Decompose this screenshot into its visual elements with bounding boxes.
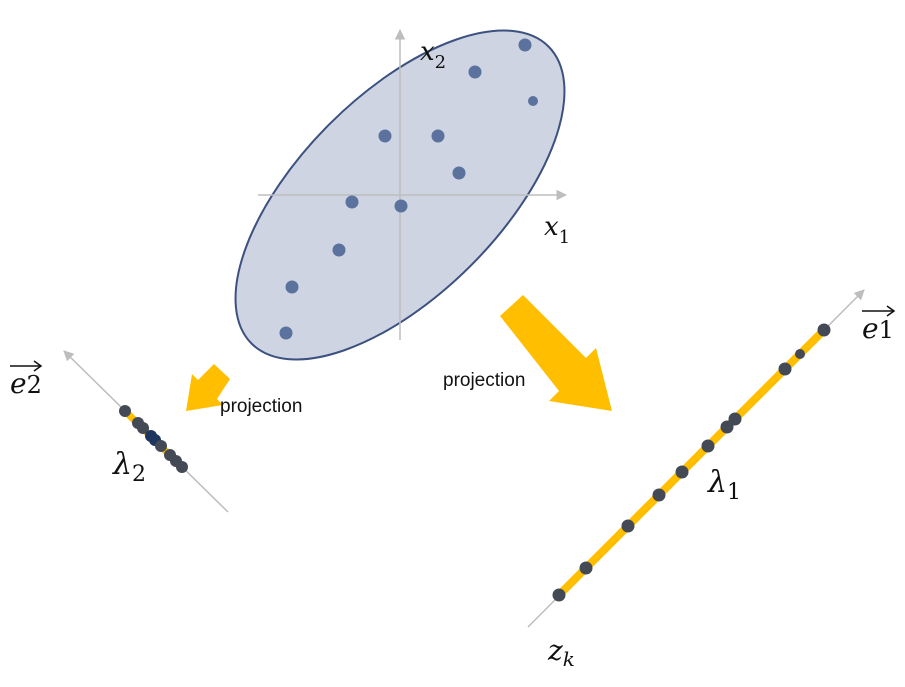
data-point <box>528 96 538 106</box>
projected-point <box>795 349 805 359</box>
lambda1-label-main: λ <box>707 465 727 500</box>
projected-point <box>137 422 149 434</box>
x1-label-sub: 1 <box>559 227 570 248</box>
x1-label-main: x <box>544 212 559 242</box>
e2-overline-arrowhead <box>33 360 43 372</box>
projected-point <box>728 412 742 426</box>
lambda2-label: λ2 <box>112 447 146 487</box>
e1-overline-arrowhead <box>886 305 896 317</box>
projected-point <box>119 405 131 417</box>
e2-label: e2 <box>10 367 42 400</box>
lambda1-label: λ1 <box>707 465 741 505</box>
e2-label-main: e <box>10 367 27 400</box>
x2-label-main: x <box>420 37 435 67</box>
zk-label: zk <box>547 634 575 671</box>
projection-label-right: projection <box>443 370 525 391</box>
x2-label: x2 <box>420 37 446 73</box>
lambda2-label-main: λ <box>112 447 132 482</box>
e1-band <box>555 326 828 599</box>
e1-projected-points <box>552 323 831 602</box>
lambda1-label-sub: 1 <box>727 480 741 505</box>
data-point <box>518 38 532 52</box>
data-point <box>431 129 445 143</box>
e1-label-main: e <box>862 312 879 345</box>
projection-arrow-right <box>500 295 612 411</box>
data-points <box>279 38 538 340</box>
projected-point <box>155 440 167 452</box>
x2-label-sub: 2 <box>435 52 446 73</box>
projected-point <box>579 561 593 575</box>
projection-label-left: projection <box>220 396 302 417</box>
data-point <box>468 65 482 79</box>
data-point <box>378 129 392 143</box>
projection-arrow-left <box>186 364 230 411</box>
data-point <box>332 243 346 257</box>
projected-point <box>176 461 188 473</box>
projected-point <box>817 323 831 337</box>
data-point <box>279 326 293 340</box>
e1-label: e1 <box>862 312 894 345</box>
e1-label-sub: 1 <box>879 316 894 344</box>
data-point <box>345 195 359 209</box>
projected-point <box>701 439 715 453</box>
projected-point <box>552 588 566 602</box>
zk-label-main: z <box>547 634 563 667</box>
data-point <box>394 199 408 213</box>
projected-point <box>652 488 666 502</box>
e2-vector-label: e2 <box>10 360 43 400</box>
data-point <box>285 280 299 294</box>
projected-point <box>621 519 635 533</box>
projected-point <box>720 420 734 434</box>
lambda2-label-sub: 2 <box>132 462 146 487</box>
e2-projected-points <box>119 405 188 473</box>
data-point <box>452 166 466 180</box>
x1-label: x1 <box>544 212 570 248</box>
projected-point <box>675 465 689 479</box>
projected-point <box>778 362 792 376</box>
zk-label-sub: k <box>563 647 575 671</box>
e1-vector-label: e1 <box>862 305 896 345</box>
e2-label-sub: 2 <box>27 371 42 399</box>
